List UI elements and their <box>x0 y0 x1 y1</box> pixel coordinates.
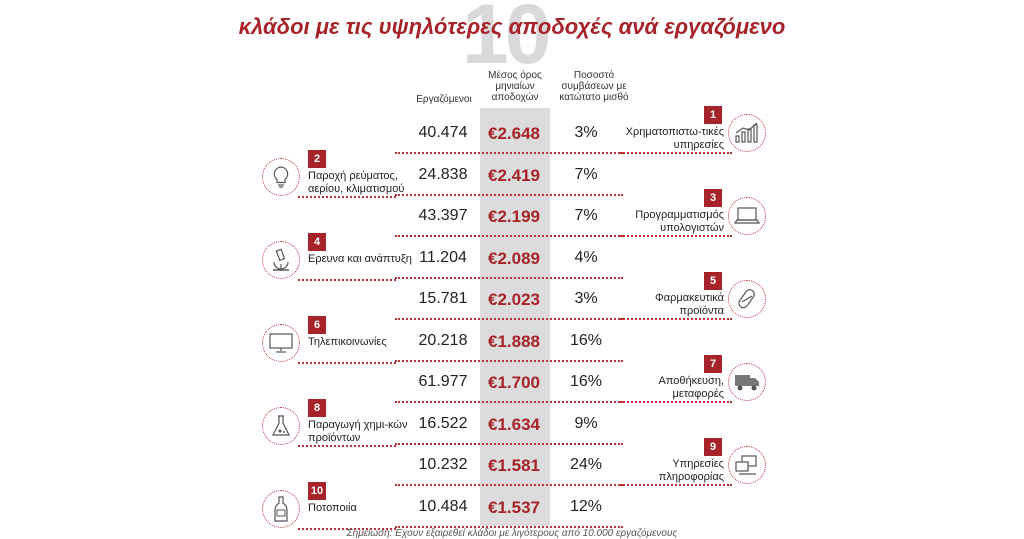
salary-value: €2.419 <box>488 165 540 185</box>
rank-badge: 3 <box>704 189 722 207</box>
sector-4: 4 Ερευνα και ανάπτυξη <box>262 232 412 287</box>
employees-value: 43.397 <box>418 207 468 224</box>
table-row: 11.204 €2.089 4% <box>395 239 623 279</box>
dotted-connector <box>620 235 732 237</box>
dotted-connector <box>620 152 732 154</box>
header-salary: Μέσος όρος μηνιαίων αποδοχών <box>488 70 542 103</box>
pct-value: 7% <box>574 165 598 183</box>
rank-badge: 5 <box>704 272 722 290</box>
page-title: κλάδοι με τις υψηλότερες αποδοχές ανά ερ… <box>238 14 786 39</box>
header-pct: Ποσοστό συμβάσεων με κατώτατο μισθό <box>559 70 629 103</box>
pct-value: 7% <box>574 207 598 224</box>
big-number-ten: 10 <box>462 0 551 81</box>
rank-badge: 4 <box>308 232 326 251</box>
laptop-icon <box>728 197 766 235</box>
rank-badge: 9 <box>704 438 722 456</box>
pct-value: 9% <box>574 414 598 432</box>
truck-icon <box>728 363 766 401</box>
salary-value: €2.199 <box>488 207 540 226</box>
sector-label: Τηλεπικοινωνίες <box>308 335 387 348</box>
sector-label: Προγραμματισμός υπολογιστών <box>635 209 724 234</box>
dotted-connector <box>620 484 732 486</box>
sector-label: Παροχή ρεύματος, αερίου, κλιματισμού <box>308 169 405 195</box>
sector-label: Ερευνα και ανάπτυξη <box>308 252 412 265</box>
pct-value: 16% <box>569 373 603 390</box>
employees-value: 61.977 <box>418 373 468 390</box>
salary-value: €1.537 <box>488 497 540 517</box>
sector-label: Αποθήκευση, μεταφορές <box>658 375 724 400</box>
employees-value: 16.522 <box>418 414 468 432</box>
table-row: 10.232 €1.581 24% <box>395 446 623 486</box>
employees-value: 40.474 <box>418 124 468 141</box>
table-row: 61.977 €1.700 16% <box>395 363 623 403</box>
flask-icon <box>262 406 300 445</box>
table-row: 40.474 €2.648 3% <box>395 114 623 154</box>
dotted-connector <box>620 401 732 403</box>
employees-value: 10.232 <box>418 456 468 473</box>
rank-badge: 6 <box>308 315 326 334</box>
salary-column-highlight <box>480 108 550 526</box>
sector-label: Ποτοποιία <box>308 501 357 514</box>
employees-value: 15.781 <box>418 290 468 307</box>
dotted-connector <box>620 318 732 320</box>
dotted-connector <box>298 361 396 364</box>
dotted-connector <box>298 278 396 281</box>
lightbulb-icon <box>262 157 300 196</box>
sector-3: 3 Προγραμματισμός υπολογιστών <box>620 189 770 243</box>
employees-value: 10.484 <box>418 497 468 515</box>
sector-label: Υπηρεσίες πληροφορίας <box>658 458 724 483</box>
sector-10: 10 Ποτοποιία <box>262 481 412 536</box>
rank-badge: 10 <box>308 481 326 500</box>
table-row: 24.838 €2.419 7% <box>395 156 623 196</box>
salary-value: €1.700 <box>488 373 540 392</box>
sector-6: 6 Τηλεπικοινωνίες <box>262 315 412 370</box>
sector-2: 2 Παροχή ρεύματος, αερίου, κλιματισμού <box>262 149 412 204</box>
pill-icon <box>728 280 766 318</box>
dotted-connector <box>298 444 396 447</box>
salary-value: €2.648 <box>488 124 540 143</box>
sector-label: Φαρμακευτικά προϊόντα <box>654 292 724 317</box>
salary-value: €1.634 <box>488 414 540 434</box>
sector-label: Παραγωγή χημι-κών προϊόντων <box>308 418 408 444</box>
employees-value: 24.838 <box>418 165 468 183</box>
pct-value: 12% <box>569 497 603 515</box>
chart-icon <box>728 114 766 152</box>
header-employees: Εργαζόμενοι <box>416 94 472 105</box>
pct-value: 24% <box>569 456 603 473</box>
pct-value: 3% <box>574 124 598 141</box>
salary-value: €2.089 <box>488 248 540 268</box>
dotted-connector <box>298 527 396 530</box>
table-row: 16.522 €1.634 9% <box>395 405 623 445</box>
pct-value: 16% <box>569 331 603 349</box>
sector-1: 1 Χρηματοπιστω-τικές υπηρεσίες <box>620 106 770 160</box>
sector-8: 8 Παραγωγή χημι-κών προϊόντων <box>262 398 412 453</box>
table-row: 43.397 €2.199 7% <box>395 197 623 237</box>
pct-value: 4% <box>574 248 598 266</box>
microscope-icon <box>262 240 300 279</box>
salary-value: €1.888 <box>488 331 540 351</box>
salary-value: €1.581 <box>488 456 540 475</box>
table-row: 10.484 €1.537 12% <box>395 488 623 528</box>
dotted-connector <box>298 195 396 198</box>
pct-value: 3% <box>574 290 598 307</box>
bottle-icon <box>262 489 300 528</box>
sector-5: 5 Φαρμακευτικά προϊόντα <box>620 272 770 326</box>
rank-badge: 8 <box>308 398 326 417</box>
footnote: Σημείωση: Εχουν εξαιρεθεί κλάδοι με λιγό… <box>346 528 678 539</box>
salary-value: €2.023 <box>488 290 540 309</box>
rank-badge: 7 <box>704 355 722 373</box>
table-row: 15.781 €2.023 3% <box>395 280 623 320</box>
employees-value: 20.218 <box>418 331 468 349</box>
rank-badge: 2 <box>308 149 326 168</box>
employees-value: 11.204 <box>419 248 467 266</box>
sector-label: Χρηματοπιστω-τικές υπηρεσίες <box>625 126 724 151</box>
table-row: 20.218 €1.888 16% <box>395 322 623 362</box>
computer-network-icon <box>728 446 766 484</box>
sector-7: 7 Αποθήκευση, μεταφορές <box>620 355 770 409</box>
sector-9: 9 Υπηρεσίες πληροφορίας <box>620 438 770 492</box>
monitor-icon <box>262 323 300 362</box>
rank-badge: 1 <box>704 106 722 124</box>
